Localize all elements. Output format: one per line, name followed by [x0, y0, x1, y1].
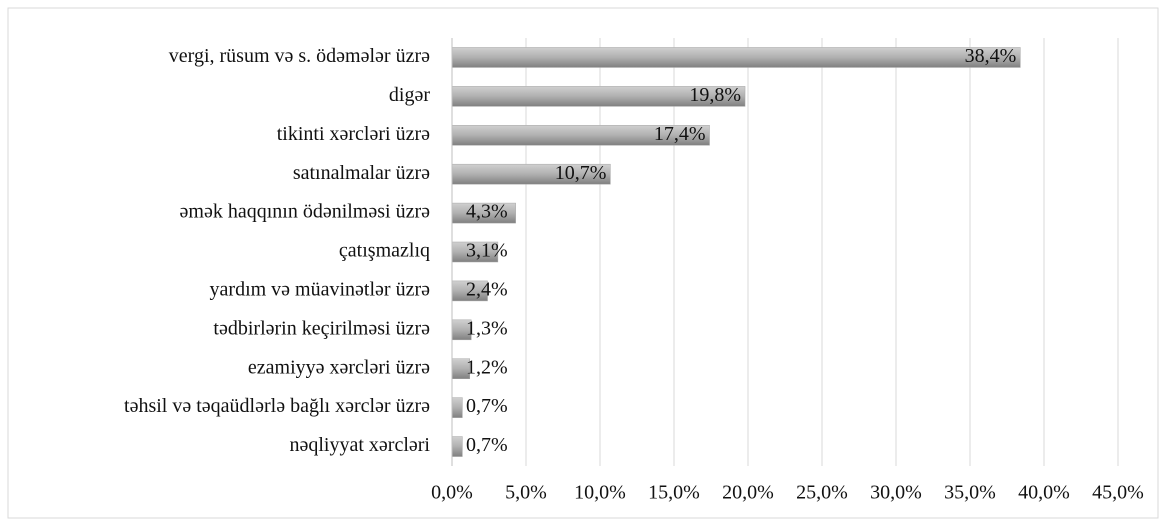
- data-label: 3,1%: [466, 240, 508, 262]
- x-tick-label: 5,0%: [505, 482, 547, 504]
- data-label: 4,3%: [466, 201, 508, 223]
- x-tick-label: 15,0%: [648, 482, 700, 504]
- y-tick-label: satınalmalar üzrə: [293, 162, 430, 184]
- data-label: 0,7%: [466, 395, 508, 417]
- x-tick-label: 40,0%: [1018, 482, 1070, 504]
- y-tick-label: vergi, rüsum və s. ödəmələr üzrə: [169, 45, 430, 67]
- data-label: 2,4%: [466, 279, 508, 301]
- data-label: 1,2%: [466, 356, 508, 378]
- data-label: 38,4%: [965, 45, 1017, 67]
- y-tick-label: yardım və müavinətlər üzrə: [210, 279, 431, 301]
- x-tick-label: 35,0%: [944, 482, 996, 504]
- chart-frame: [7, 7, 1159, 519]
- y-tick-label: nəqliyyat xərcləri: [290, 434, 431, 456]
- data-label: 17,4%: [654, 123, 706, 145]
- bar: [451, 397, 463, 418]
- y-tick-label: təhsil və təqaüdlərlə bağlı xərclər üzrə: [124, 395, 430, 417]
- y-tick-label: ezamiyyə xərcləri üzrə: [248, 356, 430, 378]
- x-tick-label: 25,0%: [796, 482, 848, 504]
- y-tick-label: digər: [389, 84, 430, 106]
- x-tick-label: 45,0%: [1092, 482, 1144, 504]
- bar: [451, 47, 1021, 68]
- y-tick-label: tədbirlərin keçirilməsi üzrə: [213, 317, 430, 339]
- y-tick-label: çatışmazlıq: [339, 240, 430, 262]
- x-tick-label: 30,0%: [870, 482, 922, 504]
- bar: [451, 436, 463, 457]
- y-tick-label: əmək haqqının ödənilməsi üzrə: [180, 201, 431, 223]
- x-tick-label: 20,0%: [722, 482, 774, 504]
- y-tick-label: tikinti xərcləri üzrə: [277, 123, 430, 145]
- data-label: 19,8%: [689, 84, 741, 106]
- data-label: 1,3%: [466, 317, 508, 339]
- data-label: 10,7%: [555, 162, 607, 184]
- x-tick-label: 0,0%: [431, 482, 473, 504]
- data-label: 0,7%: [466, 434, 508, 456]
- x-tick-label: 10,0%: [574, 482, 626, 504]
